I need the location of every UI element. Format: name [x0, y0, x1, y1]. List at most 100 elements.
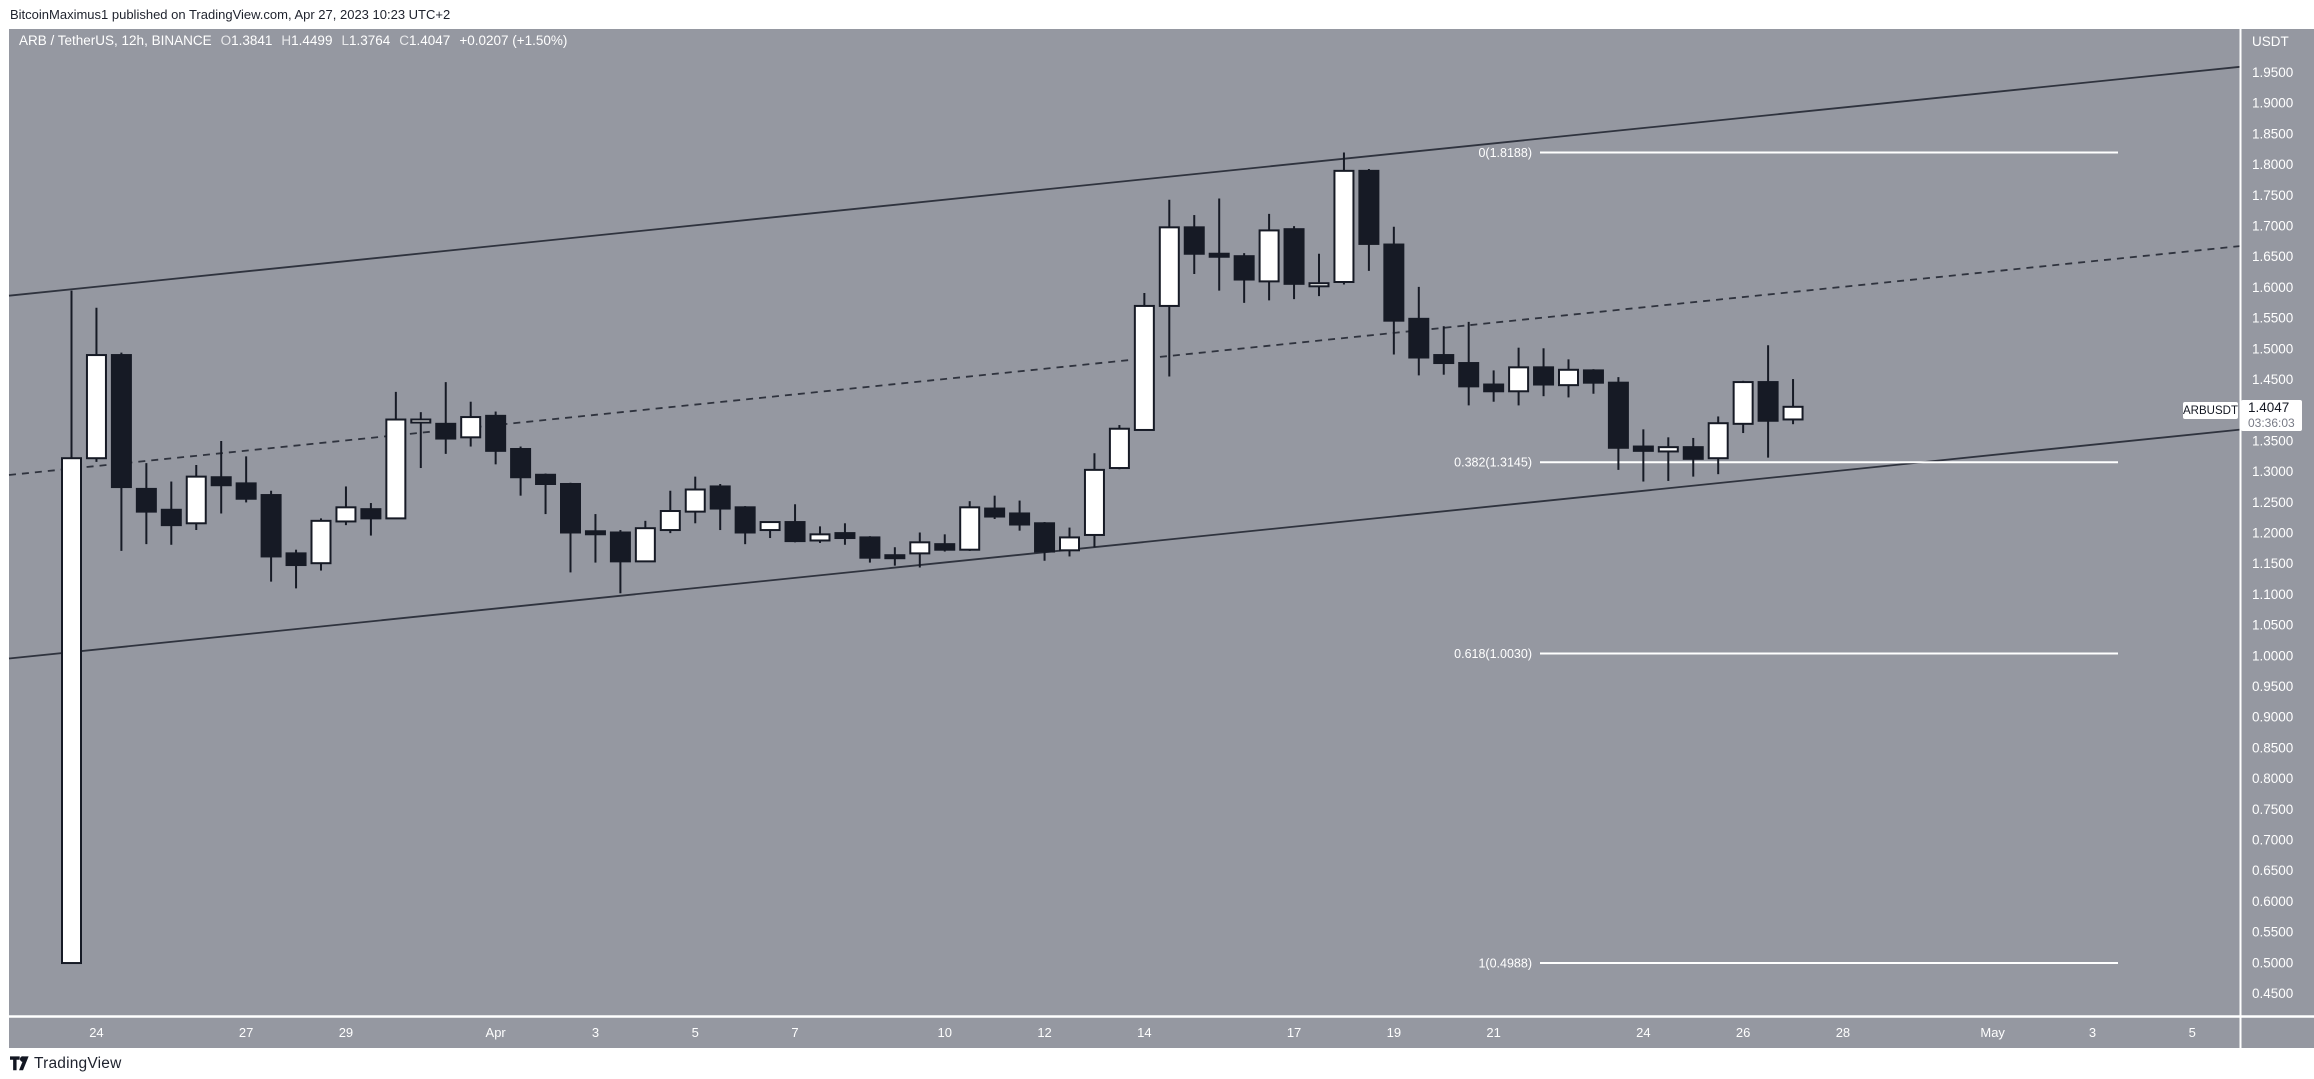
fib-level-label: 0.618(1.0030) — [1454, 647, 1532, 661]
candle — [1233, 253, 1255, 303]
candle — [1283, 226, 1305, 300]
candle — [1558, 359, 1579, 398]
price-axis-tick: 0.7500 — [2252, 802, 2293, 817]
candle — [160, 481, 182, 545]
candle — [659, 490, 681, 534]
candle — [1707, 416, 1729, 475]
time-axis-tick: 14 — [1137, 1025, 1151, 1040]
candle — [734, 506, 756, 545]
price-axis-tick: 0.8500 — [2252, 740, 2293, 755]
fib-retracement[interactable]: 0(1.8188) 0.382(1.3145) 0.618(1.0030) 1(0.4… — [1454, 146, 2118, 971]
legend-close: C1.4047 — [399, 32, 451, 48]
candle — [1034, 522, 1056, 561]
price-axis[interactable]: USDT 1.9500 1.9000 1.8500 1.8000 1.7500 1.7000… — [2252, 34, 2293, 1001]
chart-background — [9, 29, 2314, 1048]
channel-upper-line[interactable] — [8, 65, 2241, 297]
time-axis-tick: 26 — [1736, 1025, 1750, 1040]
trend-channel[interactable] — [8, 65, 2241, 660]
candle — [1108, 425, 1130, 470]
legend-symbol[interactable]: ARB / TetherUS, 12h, BINANCE — [19, 32, 212, 48]
candle — [809, 526, 831, 543]
candle — [1533, 348, 1555, 397]
last-price-tag: 1.4047 03:36:03 — [2241, 400, 2302, 431]
legend-change: +0.0207 (+1.50%) — [459, 32, 568, 48]
legend-low: L1.3764 — [341, 32, 391, 48]
price-axis-tick: 0.5000 — [2252, 955, 2293, 970]
symbol-legend[interactable]: ARB / TetherUS, 12h, BINANCE O1.3841 H1.… — [19, 32, 576, 48]
price-axis-tick: 1.6500 — [2252, 249, 2293, 264]
candle — [1133, 293, 1155, 431]
candle — [185, 464, 207, 531]
candle — [859, 536, 881, 563]
candle — [984, 495, 1006, 519]
price-axis-tick: 1.8500 — [2252, 126, 2293, 141]
price-axis-tick: 1.5500 — [2252, 311, 2293, 326]
candle — [709, 483, 731, 531]
price-axis-tick: 0.6000 — [2252, 894, 2293, 909]
fib-level-label: 1(0.4988) — [1478, 957, 1532, 971]
candle — [834, 523, 856, 545]
time-axis-tick: 28 — [1836, 1025, 1850, 1040]
candle — [934, 534, 956, 552]
time-axis[interactable]: 24 27 29 Apr 3 5 7 10 12 14 17 19 21 24 26 28 May 3 5 — [89, 1025, 2196, 1040]
price-axis-tick: 0.9000 — [2252, 710, 2293, 725]
channel-middle-dashed-line[interactable] — [8, 245, 2241, 476]
time-axis-tick: 5 — [692, 1025, 699, 1040]
candle — [510, 446, 532, 496]
candle — [1732, 380, 1754, 434]
candle — [1682, 437, 1704, 477]
candle — [909, 532, 931, 568]
candle — [61, 290, 82, 965]
candle — [285, 549, 307, 589]
price-axis-tick: 1.8000 — [2252, 157, 2293, 172]
price-axis-tick: 1.2500 — [2252, 495, 2293, 510]
publication-header-bar: BitcoinMaximus1 published on TradingView… — [0, 0, 2314, 29]
candle — [1158, 199, 1180, 377]
time-axis-tick: 3 — [592, 1025, 599, 1040]
price-axis-tick: 0.9500 — [2252, 679, 2293, 694]
candle — [1433, 326, 1455, 375]
candle — [884, 547, 906, 566]
time-axis-tick: 7 — [791, 1025, 798, 1040]
price-axis-tick: 0.6500 — [2252, 863, 2293, 878]
candle — [260, 490, 282, 582]
candle — [335, 486, 357, 526]
candle — [1483, 370, 1505, 402]
last-price-value: 1.4047 — [2248, 400, 2290, 415]
price-axis-tick: 1.9500 — [2252, 65, 2293, 80]
candle — [1258, 213, 1280, 301]
price-axis-tick: 1.5000 — [2252, 341, 2293, 356]
price-axis-tick: 0.4500 — [2252, 986, 2293, 1001]
candle — [1308, 253, 1330, 297]
price-axis-tick: 1.7500 — [2252, 188, 2293, 203]
price-axis-tick: 1.7000 — [2252, 219, 2293, 234]
fib-level-label: 0.382(1.3145) — [1454, 456, 1532, 470]
candle — [1782, 379, 1804, 425]
candle — [435, 382, 457, 454]
candle — [784, 504, 806, 543]
price-axis-tick: 1.3500 — [2252, 433, 2293, 448]
candle — [1208, 198, 1230, 291]
time-axis-tick: 5 — [2189, 1025, 2196, 1040]
price-axis-tick: 0.7000 — [2252, 833, 2293, 848]
candle — [410, 412, 432, 469]
price-axis-tick: 1.2000 — [2252, 526, 2293, 541]
candle — [1358, 169, 1380, 271]
candle — [609, 530, 631, 594]
last-price-symbol-tag: ARBUSDT — [2183, 402, 2238, 419]
tradingview-logo-icon[interactable] — [10, 1056, 29, 1071]
price-axis-tick: 1.1000 — [2252, 587, 2293, 602]
bar-countdown: 03:36:03 — [2248, 416, 2295, 430]
candle — [1009, 500, 1031, 531]
time-axis-tick: 19 — [1387, 1025, 1401, 1040]
price-axis-tick: 1.0000 — [2252, 648, 2293, 663]
time-axis-tick: May — [1980, 1025, 2005, 1040]
price-axis-tick: 1.9000 — [2252, 96, 2293, 111]
footer-brand-text[interactable]: TradingView — [34, 1054, 122, 1072]
price-axis-currency: USDT — [2252, 34, 2289, 49]
candle — [385, 391, 407, 520]
time-axis-tick: 17 — [1287, 1025, 1301, 1040]
channel-lower-line[interactable] — [8, 428, 2241, 660]
candle — [535, 473, 557, 515]
